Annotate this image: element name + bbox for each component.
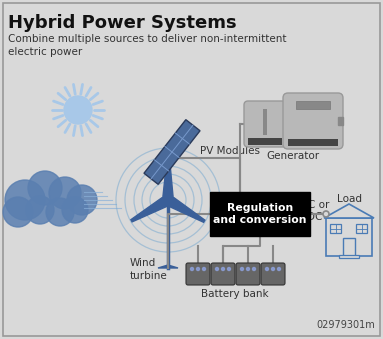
Polygon shape: [144, 120, 200, 184]
FancyBboxPatch shape: [3, 3, 380, 336]
Polygon shape: [324, 204, 374, 218]
Text: Battery bank: Battery bank: [201, 289, 269, 299]
Circle shape: [247, 267, 249, 271]
Bar: [210, 192, 310, 236]
Bar: [330, 224, 341, 233]
Circle shape: [3, 197, 33, 227]
Bar: [326, 218, 372, 256]
FancyBboxPatch shape: [211, 263, 235, 285]
Text: Generator: Generator: [267, 151, 319, 161]
Circle shape: [67, 185, 97, 215]
Text: Hybrid Power Systems: Hybrid Power Systems: [8, 14, 237, 32]
Circle shape: [62, 197, 88, 223]
Polygon shape: [163, 158, 173, 196]
Circle shape: [265, 267, 268, 271]
Bar: [343, 238, 355, 256]
Circle shape: [228, 267, 231, 271]
Circle shape: [221, 267, 224, 271]
Circle shape: [5, 180, 45, 220]
FancyBboxPatch shape: [261, 263, 285, 285]
Circle shape: [216, 267, 218, 271]
Bar: [288, 139, 338, 146]
Circle shape: [196, 267, 200, 271]
Bar: [263, 109, 267, 135]
Circle shape: [162, 194, 174, 206]
Bar: [356, 224, 367, 233]
Polygon shape: [131, 198, 167, 222]
Text: Wind
turbine: Wind turbine: [130, 258, 168, 281]
Circle shape: [190, 267, 193, 271]
Circle shape: [26, 196, 54, 224]
Text: Combine multiple sources to deliver non-intermittent
electric power: Combine multiple sources to deliver non-…: [8, 34, 286, 57]
Circle shape: [28, 171, 62, 205]
Text: AC or
DC: AC or DC: [301, 200, 329, 222]
Text: Regulation
and conversion: Regulation and conversion: [213, 203, 307, 225]
Circle shape: [252, 267, 255, 271]
Bar: [296, 101, 330, 109]
FancyBboxPatch shape: [186, 263, 210, 285]
Circle shape: [278, 267, 280, 271]
Circle shape: [64, 96, 92, 124]
Polygon shape: [169, 198, 205, 222]
Circle shape: [203, 267, 206, 271]
Circle shape: [46, 198, 74, 226]
Bar: [248, 138, 282, 145]
Text: Load: Load: [337, 194, 362, 204]
Circle shape: [272, 267, 275, 271]
Text: PV Modules: PV Modules: [200, 146, 260, 156]
Bar: [339, 255, 359, 258]
Bar: [338, 117, 343, 125]
FancyBboxPatch shape: [283, 93, 343, 149]
FancyBboxPatch shape: [244, 101, 286, 147]
Text: 02979301m: 02979301m: [316, 320, 375, 330]
Circle shape: [49, 177, 81, 209]
Circle shape: [323, 211, 329, 217]
FancyBboxPatch shape: [236, 263, 260, 285]
Polygon shape: [158, 265, 178, 268]
Circle shape: [241, 267, 244, 271]
